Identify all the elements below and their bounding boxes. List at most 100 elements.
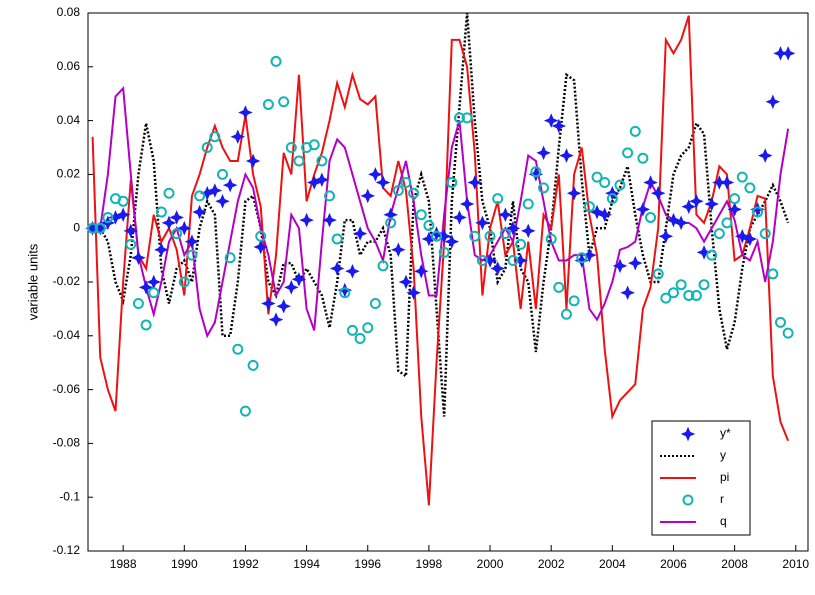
circle-marker — [736, 171, 748, 183]
star-marker — [452, 210, 467, 225]
circle-marker — [453, 112, 465, 124]
star-marker — [284, 280, 299, 295]
circle-marker — [560, 308, 572, 320]
circle-marker — [247, 359, 259, 371]
circle-marker — [362, 322, 374, 334]
star-marker — [115, 207, 131, 223]
star-marker — [757, 148, 773, 163]
x-tick-label: 1994 — [293, 557, 320, 571]
star-marker — [498, 207, 513, 223]
y-tick-label: 0.04 — [57, 113, 81, 127]
star-marker — [238, 105, 253, 120]
circle-marker — [606, 193, 618, 205]
star-marker — [360, 188, 376, 204]
star-marker — [276, 298, 291, 314]
star-marker — [444, 234, 460, 249]
x-tick-label: 2006 — [660, 557, 687, 571]
circle-marker — [706, 249, 718, 261]
star-marker — [322, 212, 337, 228]
star-marker — [299, 212, 314, 228]
circle-marker — [538, 182, 550, 194]
circle-marker — [576, 252, 588, 264]
circle-marker — [614, 179, 626, 191]
x-tick-label: 2008 — [721, 557, 748, 571]
circle-marker — [507, 254, 519, 266]
circle-marker — [377, 260, 389, 272]
circle-marker — [369, 298, 381, 310]
star-marker — [306, 175, 322, 190]
circle-marker — [499, 228, 511, 240]
circle-marker — [591, 171, 603, 183]
star-marker — [413, 263, 429, 279]
circle-marker — [87, 222, 99, 234]
star-marker — [536, 145, 551, 161]
circle-marker — [553, 281, 565, 293]
circle-marker — [194, 190, 206, 202]
star-marker — [391, 242, 406, 257]
star-marker — [169, 210, 184, 225]
circle-marker — [262, 98, 274, 110]
circle-marker — [637, 152, 649, 164]
circle-marker — [354, 332, 366, 344]
star-marker — [780, 46, 796, 61]
star-marker — [727, 202, 742, 217]
star-marker — [765, 94, 781, 110]
circle-marker — [599, 176, 611, 188]
circle-marker — [408, 187, 420, 199]
star-marker — [742, 231, 758, 247]
circle-marker — [522, 198, 534, 210]
circle-marker — [431, 230, 443, 242]
circle-marker — [255, 230, 267, 242]
circle-marker — [568, 295, 580, 307]
circle-marker — [94, 222, 106, 234]
circle-marker — [492, 193, 504, 205]
legend-label: pi — [720, 470, 729, 484]
star-marker — [192, 204, 207, 220]
circle-marker — [140, 319, 152, 331]
star-marker — [154, 242, 169, 257]
star-marker — [398, 274, 414, 290]
star-marker — [314, 172, 330, 188]
star-marker — [704, 196, 719, 212]
circle-marker — [148, 287, 160, 299]
circle-marker — [782, 327, 794, 339]
x-tick-label: 2004 — [599, 557, 626, 571]
star-marker — [505, 220, 521, 236]
circle-marker — [163, 187, 175, 199]
star-marker — [696, 245, 712, 260]
circle-marker — [767, 268, 779, 280]
series-line — [92, 12, 790, 417]
y-axis-label: variable units — [25, 243, 40, 320]
star-marker — [734, 229, 750, 244]
circle-marker — [201, 142, 213, 153]
circle-marker — [652, 268, 664, 280]
legend: y* y pi rq — [651, 420, 751, 536]
circle-marker — [117, 195, 129, 207]
circle-marker — [209, 131, 221, 143]
circle-marker — [629, 125, 641, 137]
circle-marker — [713, 228, 725, 240]
circle-marker — [729, 193, 741, 205]
circle-marker — [415, 209, 427, 221]
star-marker — [528, 167, 544, 182]
x-tick-label: 2002 — [538, 557, 565, 571]
star-marker — [597, 207, 612, 223]
circle-marker — [339, 287, 351, 299]
x-tick-label: 1998 — [416, 557, 443, 571]
y-tick-label: 0.06 — [57, 59, 81, 73]
star-marker — [138, 280, 154, 295]
y-tick-label: -0.08 — [53, 436, 81, 450]
circle-marker — [308, 139, 320, 151]
star-marker — [658, 229, 674, 244]
circle-marker — [469, 230, 481, 242]
circle-marker — [423, 220, 435, 232]
star-marker — [291, 272, 307, 287]
circle-marker — [744, 182, 756, 194]
star-marker — [551, 118, 567, 134]
star-marker — [467, 175, 483, 190]
legend-label: y — [720, 448, 726, 462]
y-tick-label: 0.02 — [57, 167, 81, 181]
star-marker — [329, 261, 345, 276]
circle-marker — [316, 155, 328, 167]
star-marker — [230, 129, 246, 145]
